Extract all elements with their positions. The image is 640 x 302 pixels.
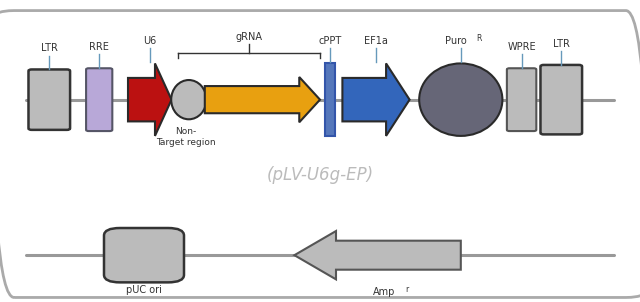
FancyBboxPatch shape <box>29 69 70 130</box>
FancyBboxPatch shape <box>507 68 536 131</box>
Text: LTR: LTR <box>553 39 570 49</box>
Text: WPRE: WPRE <box>508 42 536 52</box>
Text: LTR: LTR <box>41 43 58 53</box>
Text: r: r <box>404 285 408 294</box>
Text: cPPT: cPPT <box>319 36 342 46</box>
Polygon shape <box>205 77 320 122</box>
Bar <box>325 63 335 136</box>
Text: Puro: Puro <box>445 36 467 46</box>
Text: U6: U6 <box>143 36 156 46</box>
Text: RRE: RRE <box>89 42 109 52</box>
FancyBboxPatch shape <box>540 65 582 134</box>
Ellipse shape <box>172 80 206 119</box>
Text: Non-
Target region: Non- Target region <box>156 127 216 147</box>
Text: gRNA: gRNA <box>236 32 262 42</box>
Polygon shape <box>342 63 410 136</box>
FancyBboxPatch shape <box>86 68 113 131</box>
Text: Amp: Amp <box>373 287 395 297</box>
Ellipse shape <box>419 63 502 136</box>
FancyBboxPatch shape <box>104 228 184 282</box>
Text: (pLV-U6g-EP): (pLV-U6g-EP) <box>266 166 374 184</box>
Text: R: R <box>476 34 481 43</box>
Text: EF1a: EF1a <box>364 36 388 46</box>
Polygon shape <box>128 63 172 136</box>
Polygon shape <box>294 231 461 279</box>
Text: pUC ori: pUC ori <box>126 285 162 295</box>
